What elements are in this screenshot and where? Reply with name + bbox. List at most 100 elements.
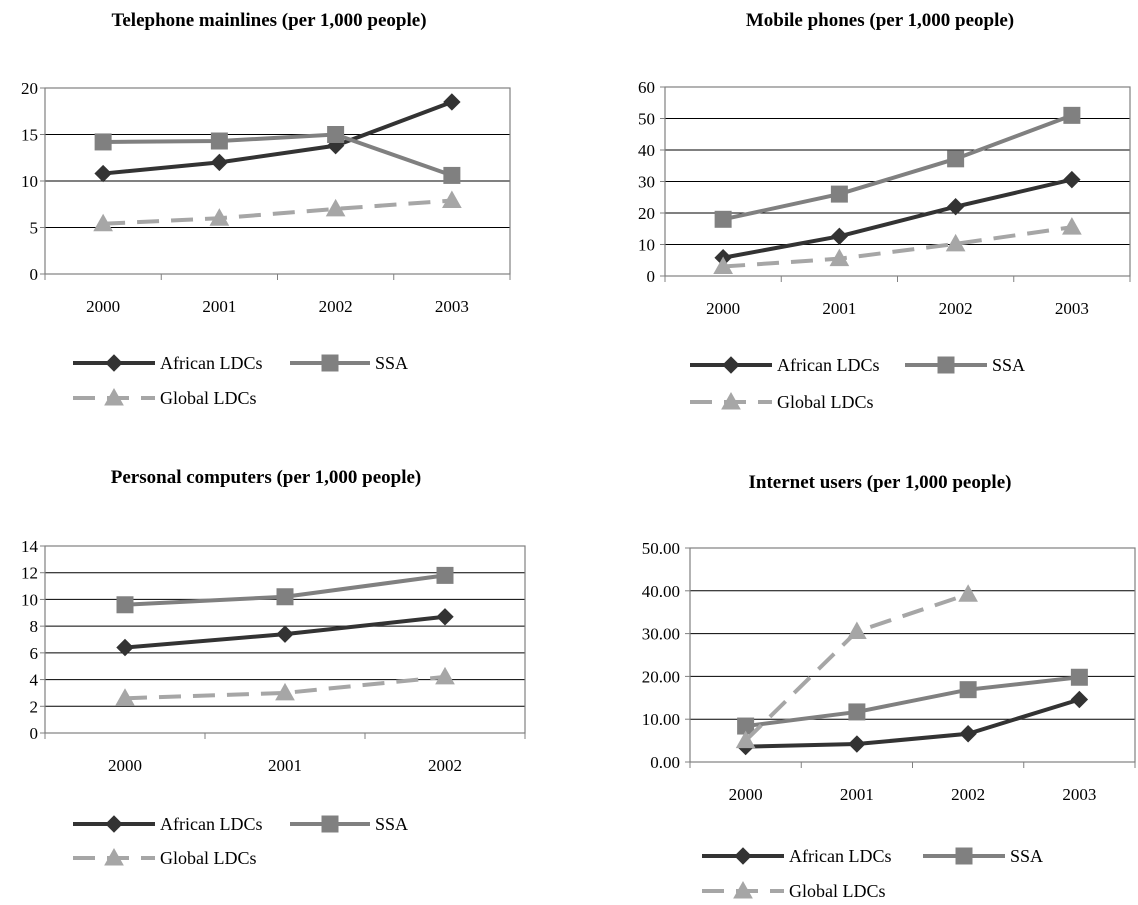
y-tick-label: 30.00: [642, 625, 680, 644]
legend-marker-global: [104, 847, 124, 866]
data-point: [947, 150, 965, 168]
y-tick-label: 10: [21, 590, 38, 609]
legend-label-ssa: SSA: [1010, 846, 1043, 866]
y-tick-label: 6: [30, 644, 39, 663]
x-tick-label: 2000: [86, 297, 120, 316]
series-line: [103, 132, 453, 178]
data-point: [848, 703, 866, 721]
data-point: [735, 730, 756, 749]
legend-marker-global: [721, 391, 741, 410]
data-point: [325, 198, 346, 217]
data-point: [93, 213, 113, 232]
data-point: [435, 666, 455, 685]
y-tick-label: 0.00: [650, 753, 680, 772]
legend-marker-african: [105, 815, 123, 833]
x-tick-label: 2002: [428, 756, 462, 775]
legend-marker-ssa: [937, 356, 955, 374]
legend-label-global: Global LDCs: [777, 392, 874, 412]
y-tick-label: 10.00: [642, 710, 680, 729]
data-point: [847, 621, 867, 639]
x-tick-label: 2003: [1062, 785, 1096, 804]
x-tick-label: 2000: [108, 756, 142, 775]
legend-marker-ssa: [321, 815, 339, 833]
data-point: [1063, 170, 1081, 189]
data-point: [210, 132, 228, 150]
chart-title: Personal computers (per 1,000 people): [111, 467, 421, 488]
series-line: [102, 100, 453, 176]
chart-1: Telephone mainlines (per 1,000 people) 0 5…: [21, 10, 511, 408]
legend-label-ssa: SSA: [992, 355, 1025, 375]
legend-label-global: Global LDCs: [789, 881, 886, 901]
legend-label-ssa: SSA: [375, 814, 408, 834]
y-tick-label: 20: [638, 204, 655, 223]
series-line: [745, 697, 1080, 749]
legend-marker-ssa: [955, 847, 973, 865]
series-global: [713, 217, 1082, 275]
data-point: [443, 166, 461, 184]
data-point: [276, 588, 294, 606]
legend-label-global: Global LDCs: [160, 388, 257, 408]
x-tick-label: 2003: [1055, 299, 1089, 318]
chart-4: Internet users (per 1,000 people) 0.00 10.…: [642, 472, 1136, 901]
plot-area: [44, 545, 526, 734]
series-ssa: [714, 106, 1081, 228]
x-tick-label: 2003: [435, 297, 469, 316]
x-tick-label: 2001: [822, 299, 856, 318]
y-tick-label: 30: [638, 173, 655, 192]
chart-title: Internet users (per 1,000 people): [749, 472, 1012, 493]
legend-marker-african: [722, 356, 740, 374]
data-point: [713, 256, 733, 275]
series-ssa: [94, 126, 461, 184]
data-point: [830, 227, 849, 246]
chart-2: Mobile phones (per 1,000 people) 0 10 20 30 4…: [638, 10, 1131, 412]
x-tick-label: 2000: [729, 785, 763, 804]
x-tick-label: 2001: [840, 785, 874, 804]
data-point: [94, 133, 112, 151]
series-african: [116, 608, 454, 657]
data-point: [829, 248, 850, 267]
x-tick-label: 2002: [319, 297, 353, 316]
legend-label-african: African LDCs: [789, 846, 891, 866]
y-tick-label: 14: [21, 537, 39, 556]
legend-marker-african: [734, 847, 752, 865]
data-point: [1070, 668, 1088, 686]
y-tick-label: 0: [30, 724, 39, 743]
data-point: [443, 93, 461, 111]
y-tick-label: 60: [638, 78, 655, 97]
data-point: [1070, 690, 1089, 709]
y-tick-label: 20.00: [642, 667, 680, 686]
legend-label-african: African LDCs: [777, 355, 879, 375]
series-global: [735, 584, 978, 749]
series-global: [115, 666, 455, 706]
y-tick-label: 50: [638, 110, 655, 129]
series-african: [714, 170, 1081, 267]
x-tick-label: 2002: [951, 785, 985, 804]
series-ssa: [116, 566, 454, 614]
series-line: [103, 198, 453, 226]
data-point: [1063, 106, 1081, 124]
series-line: [722, 177, 1073, 260]
x-tick-label: 2001: [268, 756, 302, 775]
y-tick-label: 15: [21, 126, 38, 145]
legend: African LDCs SSA Global LDCs: [73, 814, 408, 868]
legend: African LDCs SSA Global LDCs: [73, 353, 408, 408]
y-tick-label: 50.00: [642, 539, 680, 558]
y-tick-label: 10: [638, 236, 655, 255]
y-tick-label: 2: [30, 697, 39, 716]
data-point: [1062, 217, 1082, 235]
chart-title: Mobile phones (per 1,000 people): [746, 10, 1014, 31]
x-tick-label: 2000: [706, 299, 740, 318]
y-tick-label: 20: [21, 79, 38, 98]
x-tick-label: 2001: [202, 297, 236, 316]
data-point: [275, 682, 295, 701]
data-point: [115, 688, 135, 706]
data-point: [945, 233, 966, 252]
legend-label-ssa: SSA: [375, 353, 408, 373]
data-point: [327, 126, 345, 143]
legend-marker-ssa: [321, 354, 339, 372]
y-tick-label: 40: [638, 141, 655, 160]
series-line: [722, 225, 1073, 269]
y-tick-label: 40.00: [642, 582, 680, 601]
y-tick-label: 8: [30, 617, 39, 636]
data-point: [210, 153, 229, 172]
